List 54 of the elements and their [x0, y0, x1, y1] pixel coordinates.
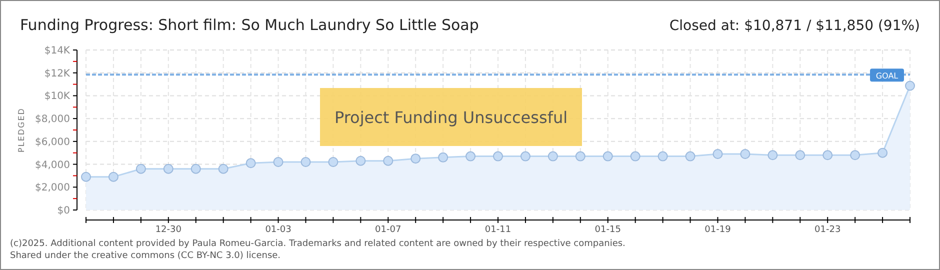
y-axis-title: PLEDGED	[17, 108, 26, 152]
ref-line-label: GOAL	[876, 72, 899, 81]
point	[575, 151, 586, 162]
point	[328, 157, 338, 167]
point	[905, 80, 915, 91]
point	[520, 151, 530, 162]
point	[850, 150, 860, 160]
x-tick-label: 01-19	[704, 225, 732, 235]
point	[383, 156, 394, 166]
point	[822, 150, 833, 160]
point	[438, 152, 448, 162]
point	[356, 156, 366, 166]
point	[81, 172, 91, 182]
chart-title: Funding Progress: Short film: So Much Laundry So Little Soap	[20, 16, 479, 34]
point	[768, 150, 778, 160]
x-tick-label: 01-11	[484, 225, 512, 235]
point	[273, 157, 284, 167]
point	[190, 164, 201, 174]
y-tick-label: $4,000	[35, 160, 70, 171]
point	[246, 158, 256, 168]
y-tick-label: $12K	[44, 68, 70, 80]
point	[548, 151, 558, 162]
point	[218, 164, 228, 174]
y-tick-label: $0	[57, 206, 70, 216]
point	[410, 154, 421, 164]
y-tick-label: $14K	[44, 46, 70, 56]
point	[712, 149, 723, 159]
point	[108, 172, 118, 182]
notice-box: Project Funding Unsuccessful	[320, 88, 582, 146]
text: Shared under the creative commons (CC BY-NC 3.0) license.	[10, 251, 281, 261]
point	[685, 151, 696, 162]
x-tick-label: 01-23	[814, 225, 841, 235]
point	[136, 164, 146, 174]
text: (c)2025. Additional content provided by Paula Romeu-Garcia. Trademarks and related content are owned by their respective companies.	[10, 239, 626, 249]
y-tick-label: $8,000	[35, 114, 70, 126]
point	[163, 164, 174, 174]
point	[466, 151, 476, 162]
point	[630, 151, 640, 162]
x-tick-label: 01-15	[594, 225, 621, 235]
point	[740, 149, 750, 159]
y-tick-label: $2,000	[35, 182, 70, 194]
chart-subtitle: Closed at: $10,871 / $11,850 (91%)	[669, 18, 920, 34]
y-tick-label: $6,000	[35, 136, 70, 148]
point	[300, 157, 311, 167]
y-tick-label: $10K	[44, 91, 70, 102]
point	[878, 148, 888, 158]
x-tick-label: 12-30	[155, 225, 182, 235]
point	[795, 150, 806, 160]
point	[658, 151, 668, 162]
x-tick-label: 01-03	[265, 225, 292, 235]
annotation: Project Funding Unsuccessful	[334, 108, 568, 127]
point	[602, 151, 613, 162]
x-tick-label: 01-07	[375, 225, 402, 235]
point	[493, 151, 503, 162]
